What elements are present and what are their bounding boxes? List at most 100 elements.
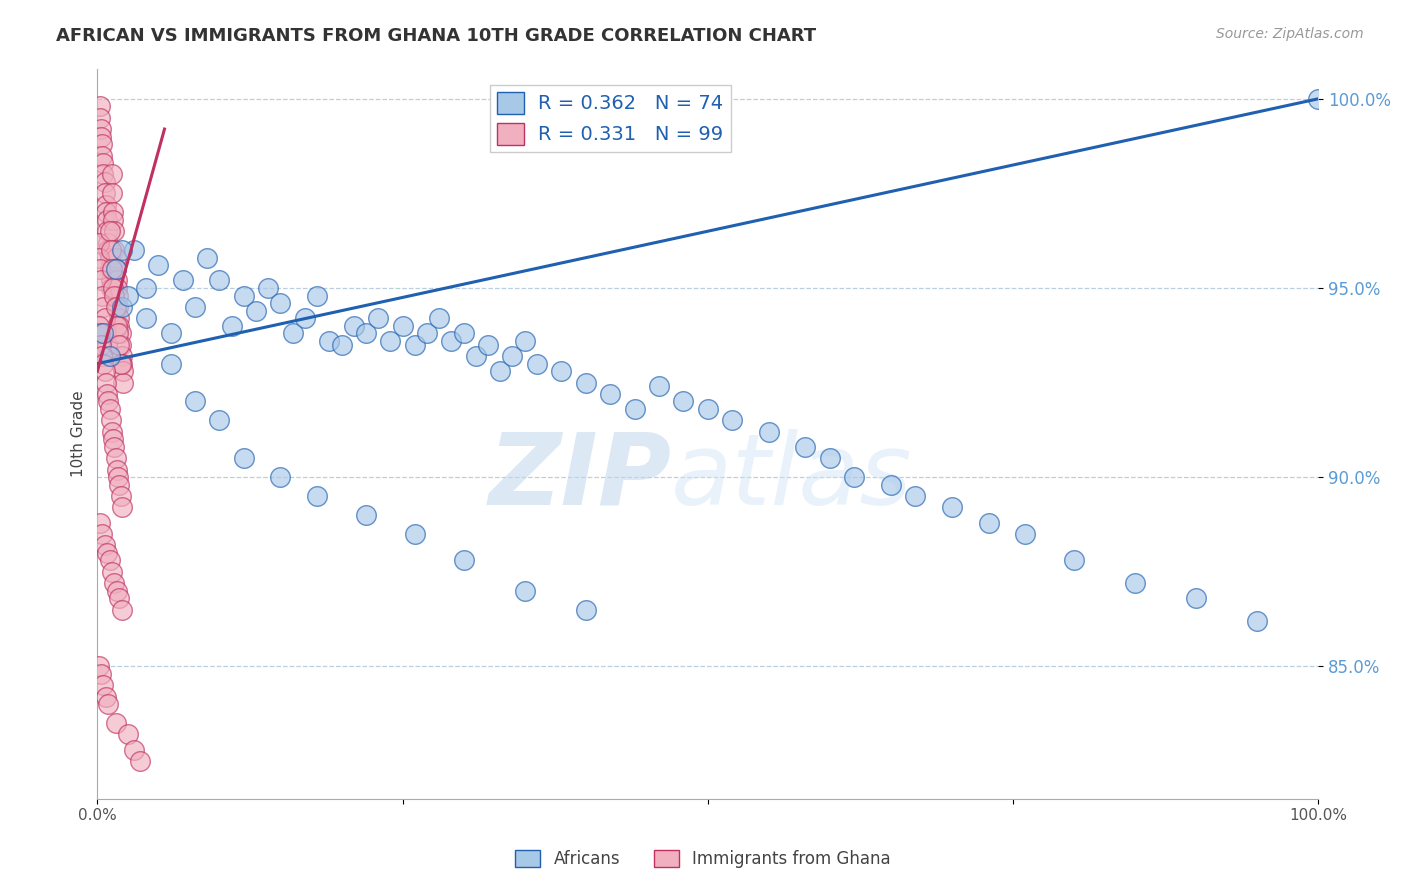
- Point: [307, 489, 329, 503]
- Point: [94, 198, 117, 212]
- Point: [111, 243, 134, 257]
- Point: [977, 516, 1000, 530]
- Point: [90, 273, 112, 287]
- Point: [98, 553, 121, 567]
- Point: [93, 326, 115, 341]
- Point: [513, 334, 536, 348]
- Point: [96, 387, 118, 401]
- Point: [184, 300, 207, 314]
- Point: [404, 337, 426, 351]
- Point: [107, 288, 129, 302]
- Point: [97, 349, 120, 363]
- Point: [159, 357, 181, 371]
- Point: [89, 111, 111, 125]
- Point: [367, 311, 389, 326]
- Point: [105, 273, 128, 287]
- Text: Source: ZipAtlas.com: Source: ZipAtlas.com: [1216, 27, 1364, 41]
- Point: [1014, 527, 1036, 541]
- Point: [122, 243, 145, 257]
- Point: [117, 288, 139, 302]
- Point: [1123, 576, 1146, 591]
- Point: [97, 235, 120, 250]
- Point: [94, 205, 117, 219]
- Point: [257, 281, 280, 295]
- Point: [105, 583, 128, 598]
- Point: [172, 273, 194, 287]
- Point: [89, 516, 111, 530]
- Point: [94, 690, 117, 704]
- Point: [94, 376, 117, 390]
- Point: [281, 326, 304, 341]
- Point: [104, 262, 127, 277]
- Point: [98, 262, 121, 277]
- Point: [111, 357, 134, 371]
- Legend: R = 0.362   N = 74, R = 0.331   N = 99: R = 0.362 N = 74, R = 0.331 N = 99: [489, 85, 731, 153]
- Point: [294, 311, 316, 326]
- Point: [232, 288, 254, 302]
- Point: [101, 262, 124, 277]
- Point: [648, 379, 671, 393]
- Point: [93, 168, 115, 182]
- Point: [93, 175, 115, 189]
- Point: [97, 697, 120, 711]
- Point: [453, 553, 475, 567]
- Point: [97, 394, 120, 409]
- Point: [135, 281, 157, 295]
- Point: [103, 440, 125, 454]
- Point: [107, 470, 129, 484]
- Point: [96, 546, 118, 560]
- Point: [269, 296, 291, 310]
- Point: [104, 300, 127, 314]
- Point: [208, 273, 231, 287]
- Point: [941, 500, 963, 515]
- Point: [87, 251, 110, 265]
- Point: [91, 349, 114, 363]
- Point: [103, 205, 125, 219]
- Point: [696, 402, 718, 417]
- Point: [98, 251, 121, 265]
- Point: [880, 477, 903, 491]
- Point: [108, 311, 131, 326]
- Point: [354, 326, 377, 341]
- Point: [110, 489, 132, 503]
- Point: [104, 451, 127, 466]
- Point: [110, 326, 132, 341]
- Point: [721, 413, 744, 427]
- Point: [93, 186, 115, 201]
- Point: [91, 137, 114, 152]
- Point: [245, 303, 267, 318]
- Point: [87, 318, 110, 333]
- Point: [108, 318, 131, 333]
- Point: [416, 326, 439, 341]
- Point: [513, 583, 536, 598]
- Point: [269, 470, 291, 484]
- Point: [93, 156, 115, 170]
- Text: AFRICAN VS IMMIGRANTS FROM GHANA 10TH GRADE CORRELATION CHART: AFRICAN VS IMMIGRANTS FROM GHANA 10TH GR…: [56, 27, 817, 45]
- Text: atlas: atlas: [671, 429, 912, 526]
- Point: [100, 243, 122, 257]
- Point: [117, 727, 139, 741]
- Point: [672, 394, 695, 409]
- Point: [89, 99, 111, 113]
- Point: [111, 602, 134, 616]
- Point: [93, 364, 115, 378]
- Point: [391, 318, 413, 333]
- Point: [129, 754, 152, 768]
- Point: [427, 311, 450, 326]
- Point: [111, 376, 134, 390]
- Point: [107, 300, 129, 314]
- Point: [103, 281, 125, 295]
- Point: [93, 300, 115, 314]
- Point: [111, 500, 134, 515]
- Point: [404, 527, 426, 541]
- Point: [103, 433, 125, 447]
- Point: [89, 326, 111, 341]
- Point: [93, 357, 115, 371]
- Point: [91, 148, 114, 162]
- Point: [107, 326, 129, 341]
- Point: [103, 212, 125, 227]
- Point: [110, 337, 132, 351]
- Point: [105, 281, 128, 295]
- Point: [122, 742, 145, 756]
- Point: [108, 591, 131, 606]
